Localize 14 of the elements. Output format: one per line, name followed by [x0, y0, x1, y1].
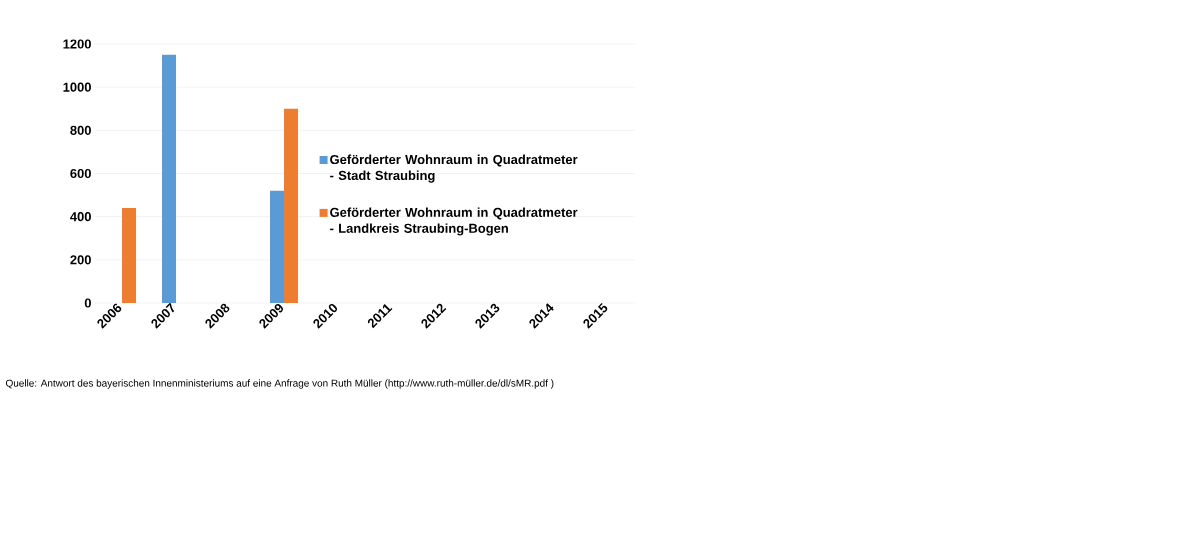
y-tick-label: 400: [70, 212, 91, 222]
legend-label: Geförderter Wohnraum in Quadratmeter - Landkreis Straubing-Bogen: [330, 207, 578, 236]
y-tick-label: 200: [70, 255, 91, 265]
y-tick-label: 1000: [63, 82, 91, 92]
bar: [122, 208, 136, 303]
bar: [162, 54, 176, 303]
y-tick-label: 0: [84, 298, 91, 308]
source-note: Quelle: Antwort des bayerischen Innenministeriums auf eine Anfrage von Ruth Müller (http://www.ruth-müller.de/dl/sMR.pdf ): [5, 379, 554, 389]
legend-label: Geförderter Wohnraum in Quadratmeter - Stadt Straubing: [330, 154, 578, 183]
bar: [284, 108, 298, 303]
y-tick-label: 600: [70, 168, 91, 179]
y-tick-label: 1200: [63, 39, 91, 49]
bar: [270, 190, 284, 303]
y-tick-label: 800: [70, 125, 91, 135]
